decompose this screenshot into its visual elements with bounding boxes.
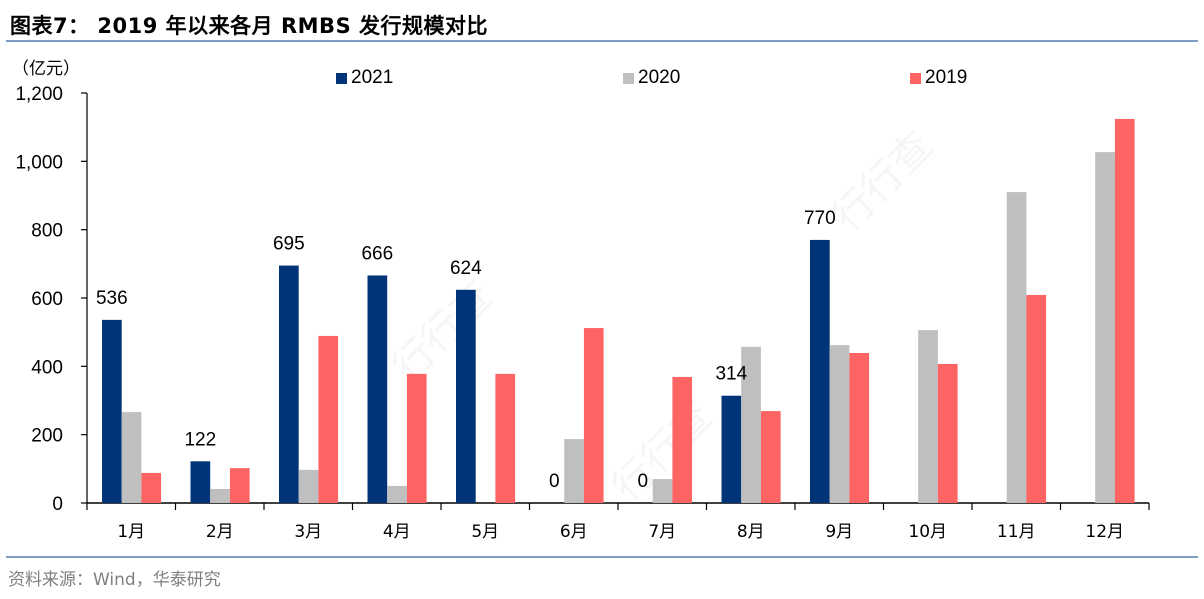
bar-2019-5月: [495, 373, 516, 503]
bar-2019-4月: [406, 373, 427, 503]
legend-swatch-2020: [623, 72, 634, 84]
bar-2020-7月: [652, 479, 673, 503]
x-tick-label: 4月: [383, 522, 411, 542]
y-tick-label: 800: [31, 221, 63, 242]
data-label-2021: 624: [450, 258, 482, 279]
legend-swatch-2019: [910, 72, 921, 84]
x-tick-label: 5月: [471, 522, 499, 542]
bar-2019-12月: [1114, 118, 1135, 503]
bar-2020-12月: [1095, 152, 1115, 503]
bar-2019-3月: [318, 335, 339, 503]
bar-2019-8月: [760, 411, 781, 503]
bar-2021-1月: [102, 319, 122, 503]
bar-2020-10月: [918, 330, 938, 503]
y-tick-label: 0: [52, 494, 63, 515]
data-label-2021: 314: [715, 364, 747, 385]
data-label-2021: 122: [184, 429, 216, 450]
bar-2019-9月: [849, 353, 870, 503]
bar-2019-11月: [1026, 294, 1047, 503]
bar-2019-1月: [141, 472, 162, 503]
legend-label-2019: 2019: [925, 67, 968, 88]
bar-2020-6月: [564, 439, 584, 503]
y-tick-label: 1,000: [15, 152, 63, 173]
y-tick-label: 400: [31, 357, 63, 378]
bar-2021-3月: [279, 265, 299, 503]
x-tick-label: 11月: [997, 522, 1036, 542]
x-tick-label: 6月: [560, 522, 588, 542]
title-rule: [6, 40, 1198, 42]
bar-2020-2月: [210, 488, 230, 503]
bar-2020-1月: [121, 412, 142, 503]
bar-2020-8月: [741, 346, 761, 503]
y-tick-label: 600: [31, 289, 63, 310]
x-tick-label: 10月: [908, 522, 947, 542]
legend-item-2020: 2020: [623, 67, 680, 89]
legend-swatch-2021: [336, 72, 347, 84]
x-tick-label: 3月: [294, 522, 322, 542]
bar-2019-10月: [937, 363, 958, 503]
data-label-2021: 695: [273, 234, 305, 255]
bar-2019-6月: [583, 328, 604, 503]
x-tick-label: 2月: [206, 522, 234, 542]
bar-2019-2月: [229, 468, 250, 503]
legend-label-2020: 2020: [638, 67, 681, 88]
bar-2019-7月: [672, 376, 693, 503]
legend-item-2019: 2019: [910, 67, 967, 89]
bar-2020-3月: [298, 469, 319, 503]
bar-2020-11月: [1006, 192, 1027, 504]
bar-2020-4月: [387, 485, 407, 503]
footer-rule: [6, 556, 1198, 558]
x-tick-label: 1月: [117, 522, 145, 542]
source-note: 资料来源：Wind，华泰研究: [8, 570, 221, 590]
x-tick-label: 12月: [1085, 522, 1124, 542]
x-tick-label: 7月: [648, 522, 676, 542]
legend-item-2021: 2021: [336, 67, 393, 89]
bar-2021-2月: [190, 461, 211, 503]
bar-2021-5月: [456, 289, 476, 503]
data-label-2021: 0: [549, 471, 560, 492]
y-tick-label: 1,200: [15, 84, 63, 105]
data-label-2021: 0: [638, 471, 649, 492]
x-tick-label: 9月: [825, 522, 853, 542]
bar-2020-9月: [829, 345, 850, 503]
data-label-2021: 536: [96, 288, 128, 309]
legend-label-2021: 2021: [351, 67, 394, 88]
figure-title: 图表7： 2019 年以来各月 RMBS 发行规模对比: [10, 14, 489, 38]
data-label-2021: 666: [361, 243, 393, 264]
bar-2021-4月: [367, 275, 388, 503]
bar-2021-8月: [721, 395, 742, 503]
bar-2021-9月: [810, 239, 830, 503]
x-tick-label: 8月: [737, 522, 765, 542]
data-label-2021: 770: [804, 208, 836, 229]
y-tick-label: 200: [31, 426, 63, 447]
y-axis-unit-label: （亿元）: [12, 59, 80, 79]
